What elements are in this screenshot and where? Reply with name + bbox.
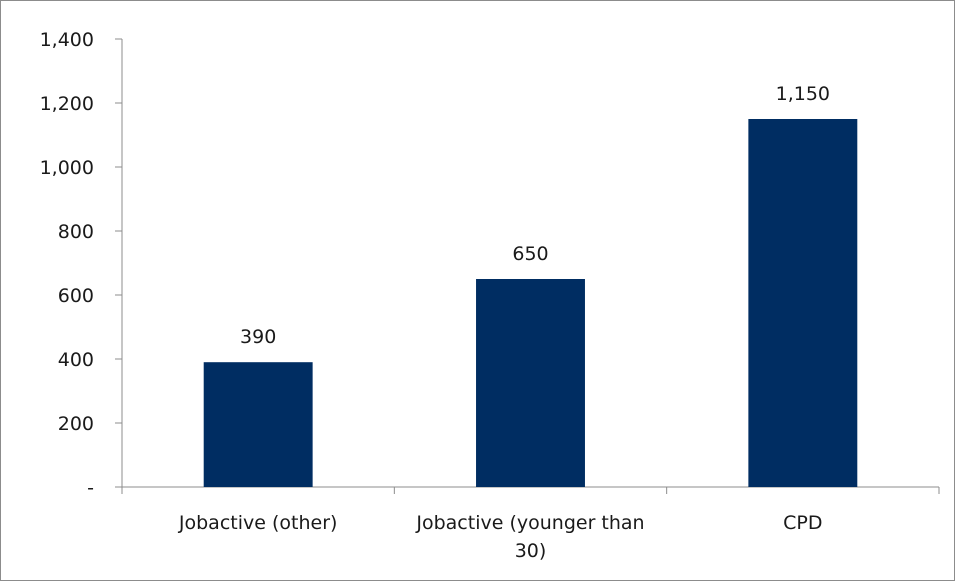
data-label-0: 390 xyxy=(240,326,276,348)
data-label-2: 1,150 xyxy=(776,83,830,105)
y-tick-label-1: 200 xyxy=(58,413,94,435)
bar-1 xyxy=(476,279,585,487)
category-label-0: Jobactive (other) xyxy=(178,512,338,534)
category-label-1: Jobactive (younger than 30) xyxy=(415,512,644,562)
category-label-2-line-0: CPD xyxy=(783,512,822,534)
y-tick-label-0: - xyxy=(87,477,94,499)
y-tick-label-7: 1,400 xyxy=(40,29,94,51)
data-label-1: 650 xyxy=(512,243,548,265)
y-tick-label-6: 1,200 xyxy=(40,93,94,115)
category-label-1-line-1: 30) xyxy=(515,540,547,562)
y-tick-label-2: 400 xyxy=(58,349,94,371)
bar-2 xyxy=(748,119,858,487)
category-label-1-line-0: Jobactive (younger than xyxy=(415,512,644,534)
y-tick-label-5: 1,000 xyxy=(40,157,94,179)
y-tick-label-4: 800 xyxy=(58,221,94,243)
category-label-0-line-0: Jobactive (other) xyxy=(178,512,338,534)
bar-0 xyxy=(203,362,313,487)
category-label-2: CPD xyxy=(783,512,822,534)
y-tick-label-3: 600 xyxy=(58,285,94,307)
